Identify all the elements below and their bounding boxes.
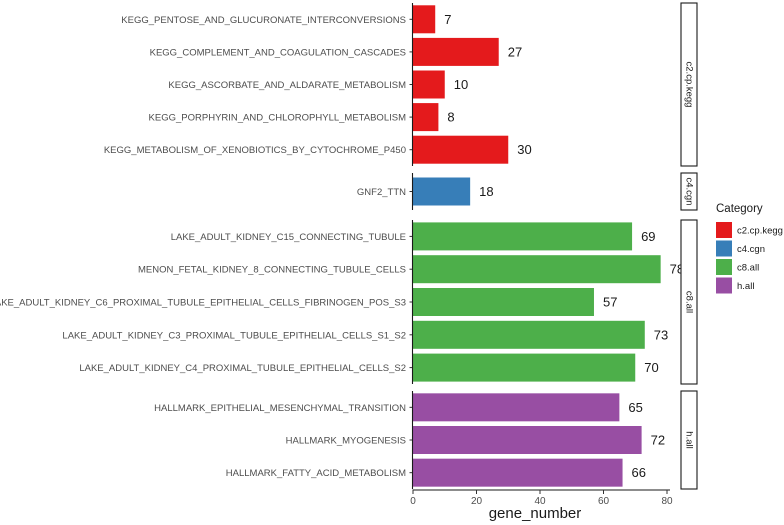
value-label: 8: [447, 110, 454, 125]
category-label: MENON_FETAL_KIDNEY_8_CONNECTING_TUBULE_C…: [138, 265, 406, 276]
legend-swatch: [716, 259, 732, 275]
value-label: 66: [632, 465, 646, 480]
value-label: 18: [479, 184, 493, 199]
x-axis: gene_number 0 20 40 60 80: [410, 489, 673, 522]
category-label: HALLMARK_EPITHELIAL_MESENCHYMAL_TRANSITI…: [154, 403, 406, 414]
value-label: 27: [508, 44, 522, 59]
legend-label: h.all: [737, 281, 754, 292]
facet-strip-label: c4.cgn: [683, 178, 694, 206]
legend-swatch: [716, 277, 732, 294]
facet-strip: [680, 219, 698, 385]
legend-label: c8.all: [737, 263, 759, 274]
facet-panels: KEGG_PENTOSE_AND_GLUCURONATE_INTERCONVER…: [0, 2, 698, 490]
facet-strip: [680, 2, 698, 167]
category-label: LAKE_ADULT_KIDNEY_C4_PROXIMAL_TUBULE_EPI…: [79, 363, 406, 374]
category-label: LAKE_ADULT_KIDNEY_C3_PROXIMAL_TUBULE_EPI…: [62, 330, 406, 341]
facet-strip-label: c2.cp.kegg: [683, 62, 694, 108]
value-label: 57: [603, 295, 617, 310]
category-label: KEGG_ASCORBATE_AND_ALDARATE_METABOLISM: [168, 80, 406, 91]
x-tick-label: 40: [534, 496, 546, 507]
legend-swatch: [716, 240, 732, 257]
bar: [413, 135, 509, 164]
category-label: KEGG_METABOLISM_OF_XENOBIOTICS_BY_CYTOCH…: [104, 145, 406, 156]
value-label: 73: [654, 327, 668, 342]
legend-label: c2.cp.kegg: [737, 226, 783, 237]
x-tick-label: 20: [471, 496, 483, 507]
legend: Category c2.cp.kegg c4.cgn c8.all h.all: [716, 203, 783, 294]
value-label: 7: [444, 12, 451, 27]
facet-panel-c8.all: LAKE_ADULT_KIDNEY_C15_CONNECTING_TUBULE 6…: [0, 219, 698, 385]
value-label: 10: [454, 77, 468, 92]
bar: [413, 177, 471, 206]
category-label: LAKE_ADULT_KIDNEY_C6_PROXIMAL_TUBULE_EPI…: [0, 298, 406, 309]
category-label: KEGG_PORPHYRIN_AND_CHLOROPHYLL_METABOLIS…: [149, 113, 407, 124]
bar: [413, 37, 499, 66]
bar: [413, 70, 445, 99]
bar: [413, 393, 620, 422]
value-label: 30: [517, 142, 531, 157]
bar: [413, 5, 436, 34]
category-label: HALLMARK_FATTY_ACID_METABOLISM: [226, 468, 406, 479]
legend-swatch: [716, 222, 732, 238]
value-label: 69: [641, 229, 655, 244]
x-tick-label: 80: [661, 496, 673, 507]
category-label: KEGG_PENTOSE_AND_GLUCURONATE_INTERCONVER…: [121, 15, 406, 26]
category-label: GNF2_TTN: [357, 187, 406, 198]
legend-label: c4.cgn: [737, 244, 765, 255]
value-label: 65: [628, 400, 642, 415]
bar: [413, 222, 633, 251]
value-label: 72: [651, 433, 665, 448]
facet-strip: [680, 390, 698, 490]
legend-title: Category: [716, 203, 763, 215]
category-label: HALLMARK_MYOGENESIS: [286, 436, 406, 447]
bar: [413, 353, 636, 382]
category-label: LAKE_ADULT_KIDNEY_C15_CONNECTING_TUBULE: [171, 232, 406, 243]
x-tick-label: 60: [598, 496, 610, 507]
facet-panel-c2.cp.kegg: KEGG_PENTOSE_AND_GLUCURONATE_INTERCONVER…: [104, 2, 698, 167]
bar: [413, 320, 645, 349]
facet-strip: [680, 172, 698, 211]
x-tick-label: 0: [410, 496, 416, 507]
x-axis-title: gene_number: [489, 505, 582, 522]
facet-strip-label: c8.all: [683, 291, 694, 313]
facet-strip-label: h.all: [683, 431, 694, 448]
category-label: KEGG_COMPLEMENT_AND_COAGULATION_CASCADES: [150, 47, 406, 58]
facet-panel-h.all: HALLMARK_EPITHELIAL_MESENCHYMAL_TRANSITI…: [154, 390, 698, 490]
bar: [413, 458, 623, 487]
bar: [413, 255, 661, 284]
bar: [413, 103, 439, 132]
bar: [413, 288, 594, 316]
facet-panel-c4.cgn: GNF2_TTN 18 c4.cgn: [357, 172, 698, 211]
value-label: 70: [644, 360, 658, 375]
bar: [413, 426, 642, 454]
